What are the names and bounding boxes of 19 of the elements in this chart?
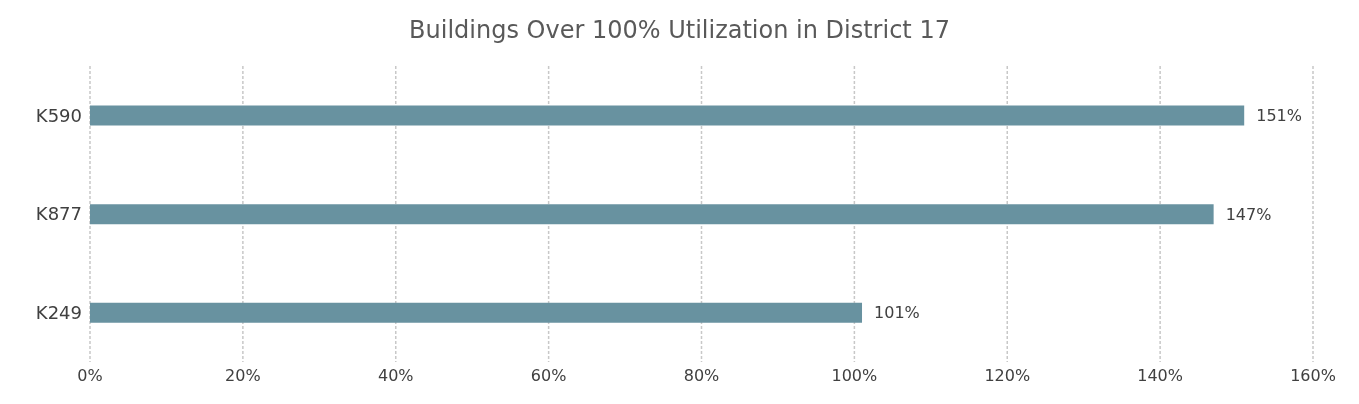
x-tick-label: 120% [984,366,1031,386]
data-label: 101% [874,303,920,323]
x-tick-label: 20% [225,366,261,386]
chart-title: Buildings Over 100% Utilization in District 17 [408,15,951,46]
y-tick-label: K877 [35,203,82,225]
x-tick-label: 100% [831,366,878,386]
x-tick-label: 140% [1137,366,1183,386]
y-tick-label: K590 [35,104,82,126]
bar [90,105,1245,126]
x-tick-label: 80% [683,366,720,386]
x-tick-label: 0% [77,366,103,386]
data-label: 147% [1225,204,1272,224]
x-tick-label: 40% [377,366,414,386]
x-tick-label: 160% [1290,366,1336,386]
y-tick-label: K249 [35,302,82,324]
data-label: 151% [1256,106,1302,126]
bar [90,204,1214,225]
bar [90,302,863,323]
x-tick-label: 60% [530,366,567,386]
